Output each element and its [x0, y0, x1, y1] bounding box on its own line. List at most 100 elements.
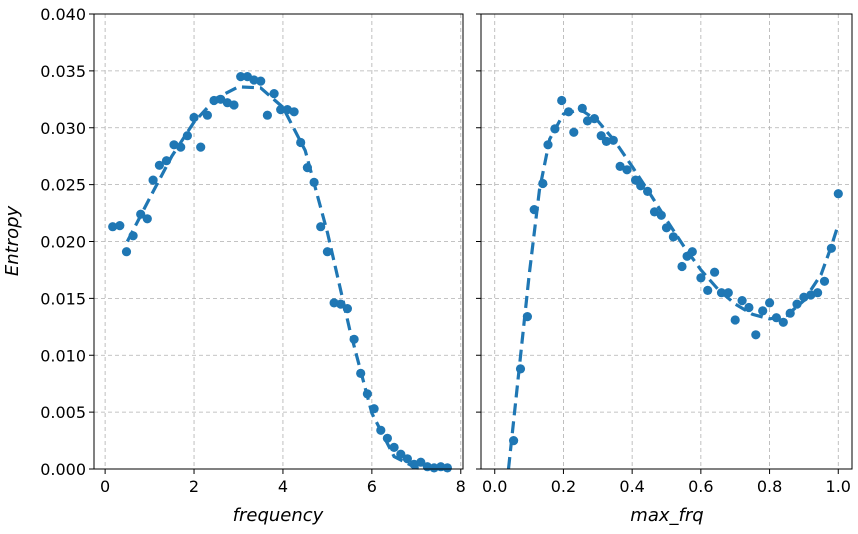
- scatter-point: [765, 298, 775, 308]
- scatter-point: [142, 214, 152, 224]
- y-tick-label: 0.030: [40, 119, 86, 138]
- x-axis-label-frequency: frequency: [233, 505, 324, 526]
- scatter-point: [564, 107, 574, 117]
- scatter-point: [382, 433, 392, 443]
- scatter-point: [148, 175, 158, 185]
- scatter-point: [154, 160, 164, 170]
- fit-line: [125, 85, 448, 471]
- x-tick-label: 1.0: [826, 477, 851, 496]
- scatter-point: [396, 449, 406, 459]
- scatter-point: [336, 299, 346, 309]
- scatter-point: [677, 261, 687, 272]
- scatter-point: [402, 454, 412, 464]
- x-tick-label: 0.0: [482, 477, 507, 496]
- scatter-point: [744, 302, 754, 313]
- scatter-point: [687, 247, 697, 257]
- scatter-point: [115, 221, 125, 231]
- scatter-point: [622, 165, 632, 175]
- scatter-point: [649, 207, 660, 217]
- scatter-point: [161, 156, 172, 166]
- scatter-point: [515, 364, 526, 374]
- scatter-point: [771, 313, 782, 323]
- scatter-point: [136, 209, 146, 219]
- x-tick-label: 2: [189, 477, 199, 496]
- y-tick-label: 0.040: [40, 5, 86, 24]
- y-tick-label: 0.015: [40, 289, 86, 308]
- scatter-point: [792, 299, 802, 309]
- y-tick-label: 0.025: [40, 176, 86, 195]
- y-tick-label: 0.020: [40, 233, 86, 252]
- scatter-point: [176, 142, 186, 152]
- scatter-point: [661, 223, 672, 233]
- scatter-point: [538, 178, 548, 189]
- panel-max-frq: 0.0 0.2 0.4 0.6 0.8 1.0: [476, 13, 853, 496]
- scatter-point: [108, 222, 118, 232]
- scatter-point: [296, 137, 306, 148]
- scatter-point: [819, 276, 830, 286]
- scatter-point: [522, 312, 533, 322]
- scatter-point: [442, 463, 452, 473]
- x-tick-label: 8: [456, 477, 466, 496]
- scatter-point: [656, 210, 666, 220]
- scatter-point: [529, 205, 539, 215]
- scatter-point: [316, 222, 326, 232]
- fit-line: [506, 107, 840, 470]
- scatter-point: [322, 247, 332, 257]
- scatter-point: [202, 110, 212, 120]
- x-axis-label-max-frq: max_frq: [630, 505, 703, 526]
- scatter-point: [182, 131, 192, 141]
- scatter-point: [799, 292, 809, 302]
- x-tick-label: 6: [367, 477, 377, 496]
- scatter-point: [751, 330, 761, 340]
- scatter-point: [785, 308, 795, 318]
- scatter-point: [668, 232, 679, 242]
- scatter-point: [696, 273, 706, 283]
- scatter-point: [309, 177, 319, 187]
- scatter-point: [269, 89, 279, 99]
- y-tick-label: 0.000: [40, 460, 86, 479]
- y-tick-label: 0.035: [40, 62, 86, 81]
- x-tick-label: 4: [278, 477, 288, 496]
- y-tick-label: 0.010: [40, 346, 86, 365]
- scatter-point: [550, 124, 560, 134]
- scatter-point: [289, 107, 299, 117]
- scatter-point: [508, 436, 519, 446]
- scatter-point: [543, 140, 553, 150]
- scatter-point: [589, 114, 600, 124]
- scatter-point: [826, 243, 837, 253]
- scatter-point: [369, 404, 379, 414]
- scatter-point: [349, 334, 359, 344]
- scatter-point: [615, 161, 625, 171]
- scatter-point: [636, 181, 646, 191]
- scatter-point: [389, 442, 399, 452]
- panel-frequency: 0 2 4 6 8 0.000 0.005 0.010 0.015 0.020 0.025 0.030…: [40, 5, 466, 496]
- y-axis-label: Entropy: [2, 205, 23, 276]
- scatter-point: [601, 136, 612, 146]
- scatter-point: [196, 142, 206, 152]
- scatter-point: [262, 110, 272, 120]
- scatter-point: [302, 163, 312, 173]
- scatter-point: [416, 457, 426, 467]
- scatter-point: [778, 317, 788, 327]
- x-tick-label: 0.2: [551, 477, 576, 496]
- scatter-point: [356, 368, 366, 378]
- scatter-point: [128, 231, 138, 241]
- scatter-point: [362, 389, 372, 399]
- x-tick-label: 0.6: [688, 477, 713, 496]
- scatter-point: [643, 186, 653, 196]
- scatter-point: [758, 306, 768, 316]
- scatter-point: [189, 112, 199, 123]
- scatter-point: [557, 95, 567, 106]
- scatter-point: [710, 267, 720, 277]
- scatter-point: [121, 247, 132, 257]
- scatter-point: [813, 288, 823, 298]
- scatter-point: [577, 103, 587, 113]
- scatter-point: [342, 304, 352, 314]
- scatter-point: [737, 296, 747, 306]
- x-tick-label: 0: [100, 477, 110, 496]
- scatter-point: [236, 72, 246, 82]
- scatter-point: [256, 76, 266, 86]
- scatter-point: [723, 288, 733, 298]
- scatter-point: [730, 315, 740, 325]
